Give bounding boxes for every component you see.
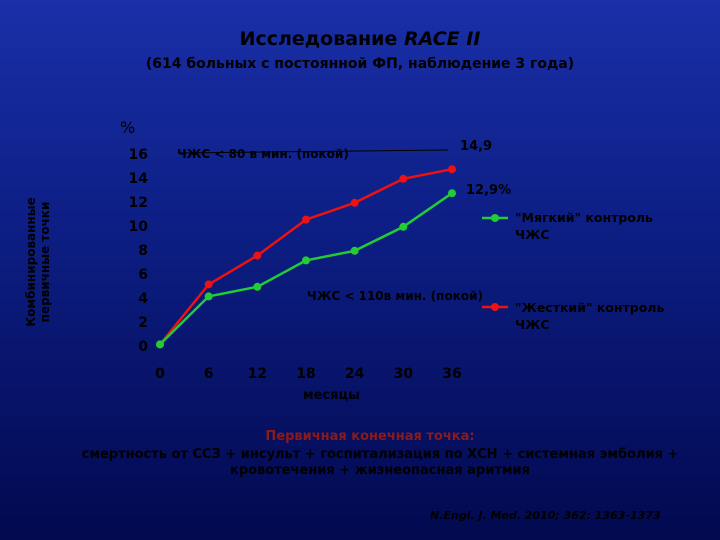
y-tick-label: 6 [138,267,148,283]
footer-title: Первичная конечная точка: [265,429,475,444]
data-point-strict-control [302,215,310,224]
data-point-soft-control [448,189,456,198]
y-tick-label: 14 [128,171,148,187]
legend-marker-soft-control [491,214,499,222]
x-tick-label: 30 [393,366,414,382]
x-tick-label: 6 [203,366,214,382]
data-point-strict-control [399,174,408,183]
y-axis-unit: % [120,118,136,137]
annotation-leader-line [179,149,449,154]
end-label-red: 14,9 [460,139,493,154]
y-tick-label: 2 [138,315,148,331]
data-point-strict-control [204,280,213,289]
footer-text: смертность от ССЗ + инсульт + госпитализ… [81,447,679,478]
end-label-green: 12,9% [466,183,512,198]
data-point-soft-control [204,292,213,301]
x-tick-label: 18 [296,366,316,382]
x-tick-label: 36 [442,366,462,382]
annotation-red: ЧЖС < 80 в мин. (покой) [177,147,349,161]
y-tick-label: 12 [128,195,148,211]
data-point-soft-control [156,340,164,349]
y-tick-label: 0 [138,339,148,355]
x-tick-label: 0 [155,366,165,382]
slide-subtitle: (614 больных с постоянной ФП, наблюдение… [145,56,575,72]
data-point-soft-control [253,282,262,291]
annotation-green: ЧЖС < 110в мин. (покой) [307,289,483,303]
slide-title: Исследование RACE II [239,28,481,50]
y-tick-label: 8 [138,243,148,259]
x-tick-label: 24 [344,366,365,382]
legend-label-red: "Жесткий" контроль ЧЖС [515,300,665,332]
data-point-strict-control [350,198,359,207]
citation: N.Engl. J. Med. 2010; 362: 1363-1373 [430,509,661,522]
legend-label-green: "Мягкий" контроль ЧЖС [515,210,653,242]
y-tick-label: 4 [138,291,148,307]
x-tick-label: 12 [247,366,268,382]
data-point-strict-control [253,251,262,260]
y-tick-label: 10 [128,219,148,235]
data-point-soft-control [399,222,408,231]
data-point-soft-control [350,246,359,255]
data-point-strict-control [448,165,456,174]
legend-marker-strict-control [491,303,499,311]
x-axis-label: месяцы [303,388,360,403]
data-point-soft-control [302,256,310,265]
y-tick-label: 16 [128,147,148,163]
